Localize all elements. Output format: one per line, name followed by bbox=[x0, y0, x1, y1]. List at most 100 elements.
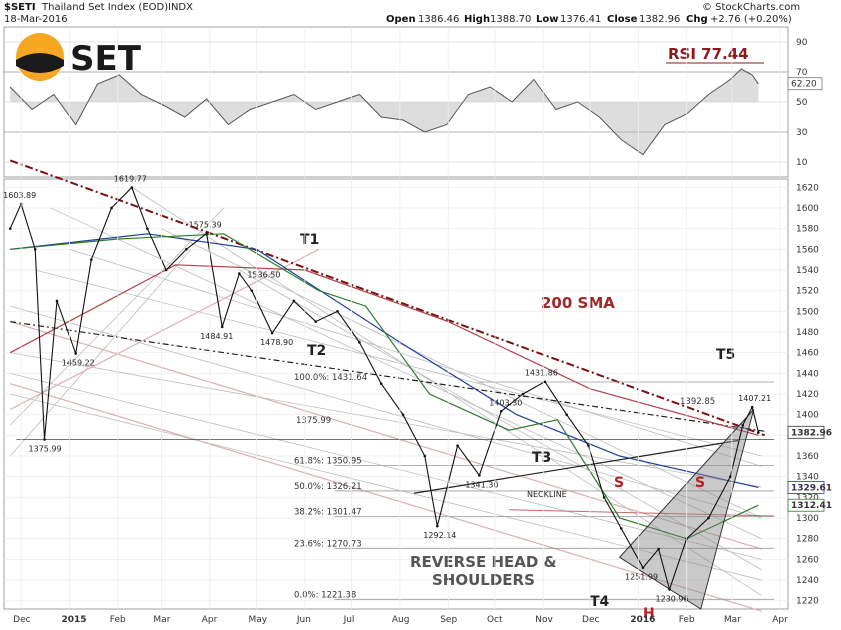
level-1392-label: 1392.85 bbox=[680, 397, 715, 407]
fan-trendline bbox=[10, 352, 762, 488]
price-tick-label: 1520 bbox=[796, 287, 819, 297]
close-label: Close bbox=[607, 14, 638, 25]
price-tick-label: 1440 bbox=[796, 369, 819, 379]
peak-label: 1431.86 bbox=[525, 369, 558, 378]
x-tick-label: Nov bbox=[535, 615, 553, 625]
fan-trendline bbox=[239, 269, 762, 571]
x-tick-label: Apr bbox=[202, 615, 218, 625]
fan-trendline bbox=[9, 249, 192, 457]
fan-trendline bbox=[10, 305, 762, 519]
price-point bbox=[55, 299, 59, 303]
neckline-label: NECKLINE bbox=[527, 490, 567, 499]
pink-trendline bbox=[10, 321, 762, 550]
sma-blue-tag: 1329.61 bbox=[791, 483, 832, 493]
sma200-line bbox=[9, 264, 759, 436]
rsi-grid: 10 30 50 70 90 bbox=[4, 38, 808, 168]
peak-label: 1292.14 bbox=[423, 531, 456, 540]
price-point bbox=[130, 186, 134, 189]
price-point bbox=[238, 272, 241, 275]
peak-label: 1407.21 bbox=[738, 394, 771, 403]
price-point bbox=[146, 227, 149, 230]
shoulder-left-label: S bbox=[614, 475, 624, 491]
open-label: Open bbox=[386, 14, 416, 25]
price-point bbox=[74, 352, 77, 355]
x-tick-label: Apr bbox=[772, 615, 788, 625]
price-point bbox=[336, 310, 339, 313]
fan-trendline bbox=[10, 393, 762, 581]
x-tick-label: Sep bbox=[440, 615, 457, 625]
chart-name: Thailand Set Index (EOD) bbox=[41, 2, 168, 13]
level-1375-label: 1375.99 bbox=[296, 416, 331, 426]
fib-label: 61.8%: 1350.95 bbox=[294, 456, 362, 466]
price-tick-label: 1400 bbox=[796, 411, 819, 421]
price-point bbox=[270, 331, 274, 335]
x-tick-label: May bbox=[249, 615, 268, 625]
peak-label: 1478.90 bbox=[260, 338, 293, 347]
logo-wave bbox=[16, 53, 64, 73]
price-tick-label: 1420 bbox=[796, 390, 819, 400]
price-point bbox=[436, 524, 439, 528]
peak-label: 1459.22 bbox=[62, 358, 95, 367]
price-point bbox=[543, 380, 547, 384]
fib-label: 38.2%: 1301.47 bbox=[294, 508, 362, 518]
rsi-value-tag-box bbox=[787, 77, 823, 91]
price-tag: 1382.96 bbox=[791, 428, 832, 438]
price-point bbox=[314, 320, 318, 323]
price-point bbox=[358, 341, 361, 344]
rsi-tick-label: 90 bbox=[796, 38, 808, 48]
x-tick-label: Oct bbox=[487, 615, 503, 625]
x-tick-label: Jul bbox=[343, 615, 355, 625]
price-tick-label: 1540 bbox=[796, 266, 819, 276]
t1-label: T1 bbox=[300, 232, 319, 248]
fib-label: 0.0%: 1221.38 bbox=[294, 590, 356, 600]
x-axis: Dec 2015 Feb Mar Apr May Jun Jul Aug Sep Oct Nov Dec… bbox=[13, 27, 788, 625]
x-tick-label: Mar bbox=[153, 615, 170, 625]
price-point bbox=[707, 516, 710, 520]
price-tick-label: 1620 bbox=[796, 183, 819, 193]
pink-trendline bbox=[10, 383, 762, 612]
x-tick-label: Aug bbox=[392, 615, 410, 625]
price-point bbox=[220, 325, 224, 329]
peak-label: 1484.91 bbox=[200, 332, 233, 341]
t1-trendline bbox=[9, 159, 765, 437]
peak-label: 1375.99 bbox=[29, 444, 62, 453]
peak-label: 1575.39 bbox=[189, 220, 222, 229]
low-value: 1376.41 bbox=[560, 14, 601, 25]
price-tick-label: 1460 bbox=[796, 349, 819, 359]
chart-exchange: INDX bbox=[168, 2, 193, 13]
pattern-label-line1: REVERSE HEAD & bbox=[410, 553, 557, 571]
sma-green-line bbox=[10, 233, 759, 540]
price-tick-label: 1260 bbox=[796, 555, 819, 565]
price-tick-label: 1600 bbox=[796, 204, 819, 214]
price-point bbox=[110, 206, 113, 210]
price-tick-label: 1500 bbox=[796, 307, 819, 317]
peak-label: 1341.30 bbox=[465, 480, 498, 489]
low-label: Low bbox=[536, 14, 558, 25]
price-point bbox=[750, 405, 754, 409]
price-point bbox=[401, 413, 405, 416]
price-point bbox=[456, 444, 459, 447]
pink-trendline bbox=[9, 248, 320, 411]
fan-trendline bbox=[10, 372, 762, 560]
price-point bbox=[757, 430, 760, 434]
high-label: High bbox=[464, 14, 490, 25]
x-tick-label: Jun bbox=[296, 615, 311, 625]
open-value: 1386.46 bbox=[418, 14, 459, 25]
price-point bbox=[33, 247, 37, 251]
x-tick-label: Dec bbox=[13, 615, 30, 625]
peak-label: 1536.50 bbox=[247, 271, 280, 280]
t2-label: T2 bbox=[307, 343, 326, 359]
x-tick-label: Dec bbox=[582, 615, 599, 625]
x-tick-label: 2015 bbox=[61, 615, 86, 625]
t3-trendline bbox=[413, 439, 739, 494]
chart-symbol: $SETI bbox=[4, 2, 36, 13]
x-tick-label: Feb bbox=[110, 615, 126, 625]
shoulder-right-label: S bbox=[695, 475, 705, 491]
price-point bbox=[43, 438, 46, 441]
rsi-layer: RSI 77.44 62.20 bbox=[9, 45, 823, 156]
price-point bbox=[565, 413, 568, 416]
fib-label: 100.0%: 1431.64 bbox=[294, 373, 367, 383]
price-tick-label: 1320 bbox=[796, 493, 819, 503]
fan-trendline bbox=[161, 228, 762, 519]
